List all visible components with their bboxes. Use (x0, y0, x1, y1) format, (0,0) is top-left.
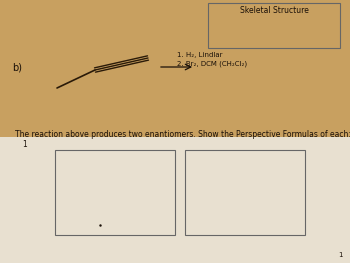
Text: b): b) (12, 63, 22, 73)
Bar (0, 0, 350, 137)
Text: 1. H₂, Lindlar: 1. H₂, Lindlar (177, 52, 223, 58)
Text: Skeletal Structure: Skeletal Structure (239, 6, 308, 15)
Text: 2. Br₂, DCM (CH₂Cl₂): 2. Br₂, DCM (CH₂Cl₂) (177, 60, 247, 67)
Text: 1: 1 (338, 252, 343, 258)
Bar (55, 150, 175, 235)
Bar (0, 137, 350, 263)
Text: The reaction above produces two enantiomers. Show the Perspective Formulas of ea: The reaction above produces two enantiom… (15, 130, 350, 139)
Bar (185, 150, 305, 235)
Bar (208, 3, 340, 48)
Text: 1: 1 (22, 140, 27, 149)
